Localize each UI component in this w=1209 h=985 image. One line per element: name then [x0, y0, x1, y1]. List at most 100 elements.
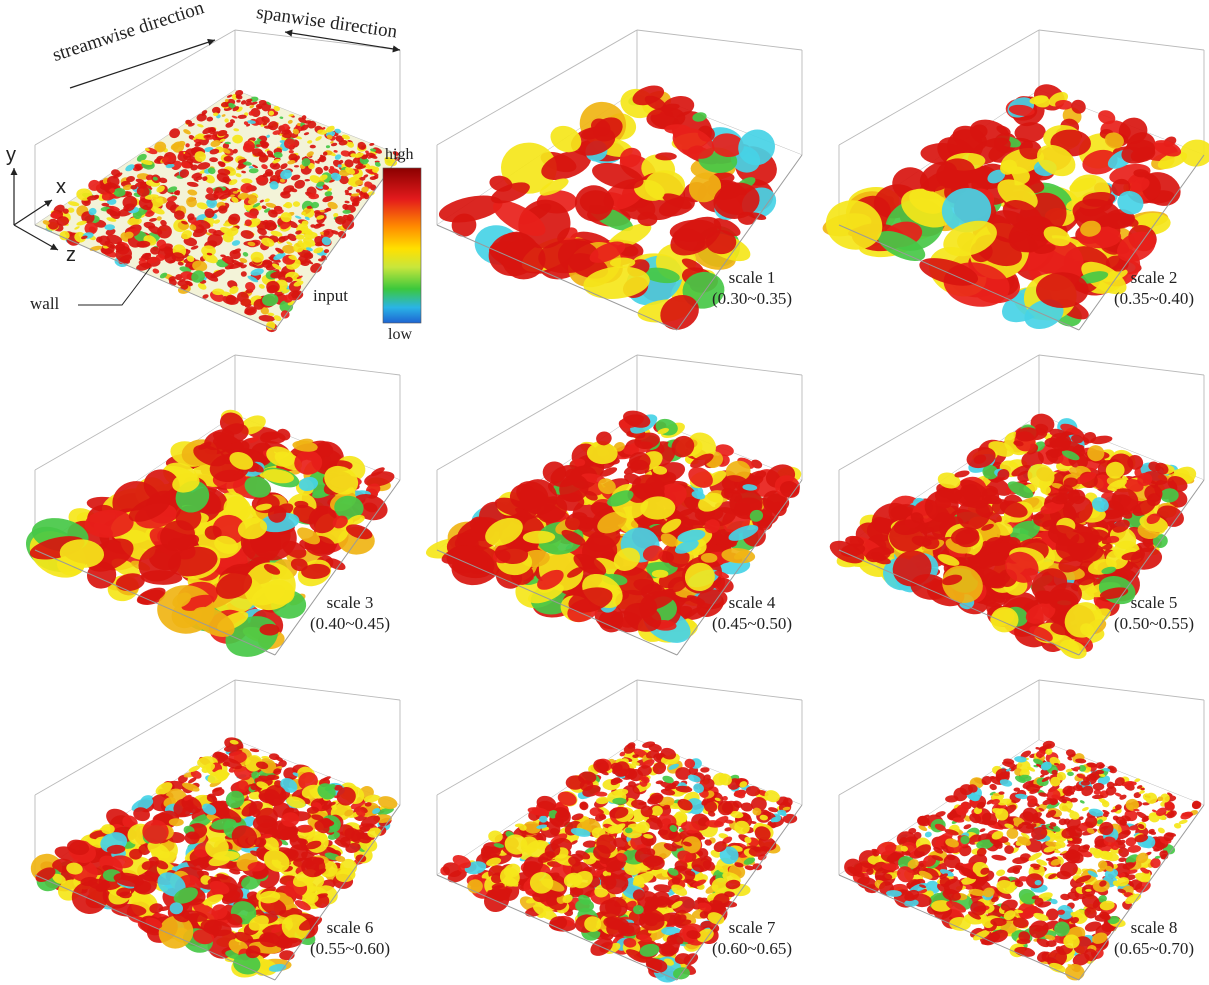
box-edge	[436, 29, 638, 146]
vortex-structure	[1133, 169, 1149, 178]
vortex-structure	[181, 161, 191, 169]
vortex-structure	[316, 215, 325, 220]
vortex-structure	[627, 483, 655, 503]
vortex-structure	[324, 465, 359, 495]
vortex-structure	[80, 235, 88, 240]
vortex-structure	[280, 221, 291, 230]
vortex-structure	[629, 452, 651, 471]
vortex-structure	[184, 153, 190, 157]
scale-range: (0.45~0.50)	[711, 614, 793, 633]
vortex-structure	[942, 565, 983, 603]
vortex-structure	[1000, 159, 1017, 175]
vortex-structure	[144, 194, 159, 200]
vortex-structure	[248, 168, 259, 174]
vortex-structure	[206, 252, 213, 256]
vortex-structure	[1146, 493, 1162, 507]
vortex-structure	[192, 260, 208, 272]
vortex-structure	[990, 606, 1019, 633]
scale-title: scale 1	[728, 268, 776, 287]
vortex-structure	[347, 186, 353, 191]
vortex-structure	[725, 182, 747, 195]
vortex-structure	[1101, 566, 1116, 575]
vortex-structure	[674, 539, 699, 554]
vortex-structure	[262, 836, 279, 851]
vortex-structure	[247, 241, 256, 247]
vortex-structure	[181, 220, 188, 225]
vortex-structure	[342, 209, 351, 214]
vortex-structure	[154, 141, 167, 153]
vortex-structure	[165, 163, 175, 169]
vortex-structure	[241, 170, 246, 174]
vortex-structure	[232, 148, 238, 154]
vortex-structure	[67, 207, 75, 213]
vortex-structure	[1141, 172, 1181, 206]
vortex-structure	[975, 502, 994, 518]
vortex-structure	[245, 101, 252, 106]
vortex-structure	[244, 476, 271, 498]
vortex-structure	[247, 197, 258, 205]
vortex-structure	[681, 258, 704, 272]
vortex-structure	[201, 112, 206, 116]
vortex-structure	[187, 213, 195, 221]
vortex-structure	[643, 267, 680, 284]
vortex-structure	[634, 432, 660, 450]
vortex-structure	[297, 527, 321, 545]
vortex-structure	[872, 555, 891, 565]
box-edge	[1038, 354, 1205, 376]
vortex-structure	[168, 276, 176, 282]
vortex-structure	[178, 278, 186, 282]
panel-scale-3	[25, 354, 401, 657]
vortex-structure	[1153, 140, 1182, 157]
vortex-structure	[50, 212, 58, 218]
vortex-structure	[209, 127, 215, 132]
vortex-structure	[1040, 501, 1065, 514]
vortex-structure	[728, 524, 759, 541]
vortex-structure	[186, 255, 195, 262]
vortex-structure	[327, 188, 332, 192]
vortex-structure	[561, 529, 586, 546]
vortex-structure	[315, 136, 322, 141]
vortex-structure	[748, 470, 767, 481]
vortex-structure	[226, 94, 233, 98]
colorbar-high-label: high	[385, 146, 414, 163]
vortex-structure	[1009, 231, 1038, 253]
vortex-structure	[642, 545, 664, 562]
vortex-structure	[125, 164, 135, 172]
caption-scale-3: scale 3 (0.40~0.45)	[295, 592, 405, 634]
vortex-structure	[1082, 149, 1118, 175]
vortex-structure	[283, 767, 298, 781]
vortex-structure	[350, 193, 360, 197]
vortex-structure	[742, 484, 758, 491]
vortex-structure	[213, 219, 221, 224]
vortex-structure	[1117, 231, 1156, 262]
box-edge	[274, 479, 401, 656]
vortex-structure	[313, 247, 324, 254]
vortex-structure	[374, 161, 381, 167]
vortex-structure	[150, 206, 165, 215]
vortex-structure	[240, 100, 247, 105]
vortex-structure	[306, 806, 319, 814]
vortex-structure	[303, 132, 310, 136]
vortex-structure	[255, 503, 272, 511]
vortex-structure	[350, 800, 366, 810]
vortex-structure	[661, 518, 682, 534]
vortex-structure	[901, 189, 954, 228]
vortex-structure	[316, 444, 334, 457]
structures	[822, 84, 1209, 330]
vortex-structure	[243, 121, 249, 126]
vortex-structure	[619, 147, 642, 168]
box-edge	[838, 224, 1080, 331]
vortex-structure	[280, 191, 291, 199]
vortex-structure	[609, 257, 636, 268]
vortex-structure	[241, 875, 261, 890]
vortex-structure	[310, 263, 322, 273]
vortex-structure	[529, 871, 554, 894]
vortex-structure	[240, 271, 247, 277]
vortex-structure	[749, 509, 764, 522]
vortex-structure	[268, 121, 279, 131]
vortex-structure	[219, 412, 245, 435]
vortex-structure	[149, 217, 157, 222]
vortex-structure	[206, 197, 218, 209]
vortex-structure	[324, 191, 333, 197]
vortex-structure	[326, 134, 333, 140]
